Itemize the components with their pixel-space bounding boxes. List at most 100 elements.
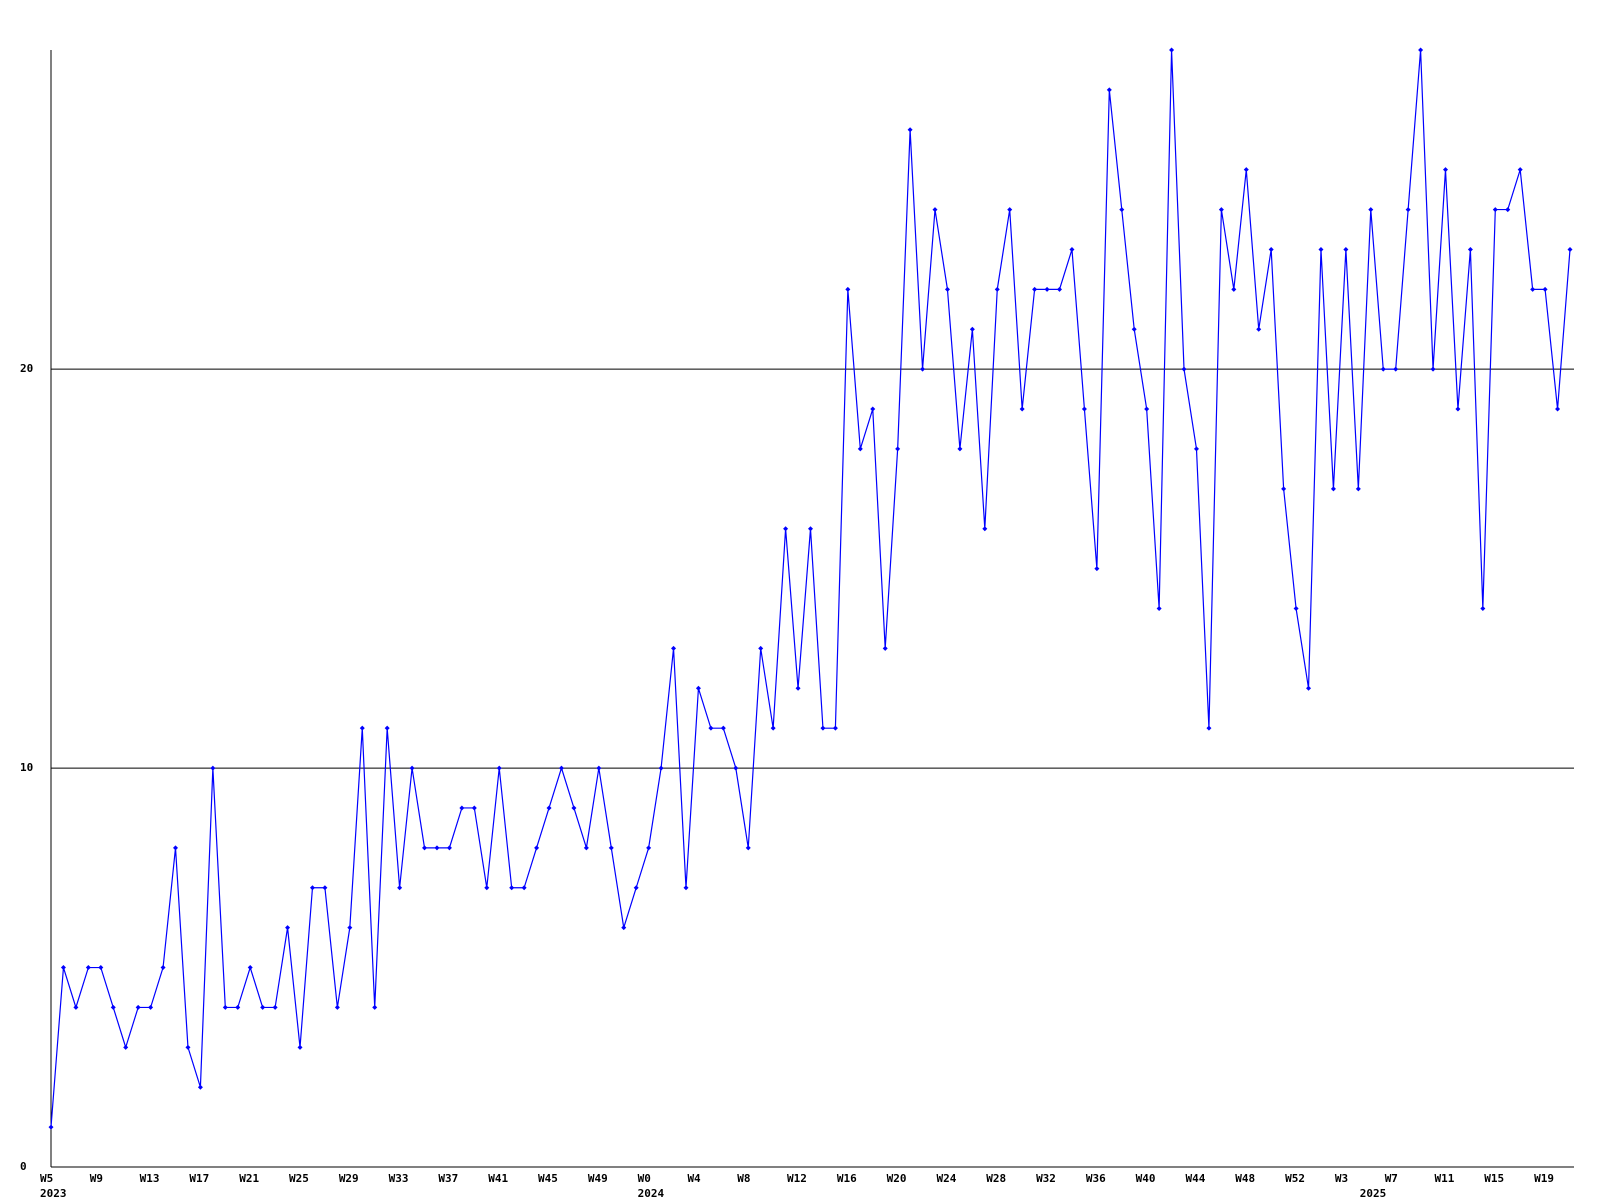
data-point — [920, 366, 926, 372]
data-point — [895, 446, 901, 452]
data-point — [459, 805, 465, 811]
data-point — [1181, 366, 1187, 372]
data-point — [994, 286, 1000, 292]
x-tick-label: W52 — [1285, 1172, 1305, 1185]
data-point — [173, 845, 179, 851]
x-tick-label: W7 — [1385, 1172, 1398, 1185]
data-point — [1368, 207, 1374, 213]
x-year-label: 2025 — [1360, 1187, 1387, 1200]
data-point — [1542, 286, 1548, 292]
data-point — [210, 765, 216, 771]
x-tick-label: W8 — [737, 1172, 750, 1185]
x-tick-label: W37 — [438, 1172, 458, 1185]
data-point — [1256, 326, 1262, 332]
data-point — [334, 1004, 340, 1010]
data-point — [571, 805, 577, 811]
data-point — [1393, 366, 1399, 372]
data-point — [409, 765, 415, 771]
data-point — [521, 885, 527, 891]
data-point — [907, 127, 913, 133]
data-point — [272, 1004, 278, 1010]
data-point — [135, 1004, 141, 1010]
data-point — [148, 1004, 154, 1010]
data-point — [795, 685, 801, 691]
x-tick-label: W5 — [40, 1172, 53, 1185]
data-point — [509, 885, 515, 891]
data-point — [1206, 725, 1212, 731]
data-point — [1169, 47, 1175, 53]
x-tick-label: W3 — [1335, 1172, 1348, 1185]
data-point — [1081, 406, 1087, 412]
data-point — [546, 805, 552, 811]
data-point — [1355, 486, 1361, 492]
data-point — [160, 965, 166, 971]
data-point — [534, 845, 540, 851]
data-point — [1380, 366, 1386, 372]
x-tick-label: W4 — [687, 1172, 701, 1185]
data-point — [1094, 566, 1100, 572]
data-point — [247, 965, 253, 971]
x-tick-label: W12 — [787, 1172, 807, 1185]
data-point — [770, 725, 776, 731]
data-point — [1318, 246, 1324, 252]
data-point — [347, 925, 353, 931]
data-point — [1218, 207, 1224, 213]
x-tick-label: W40 — [1136, 1172, 1156, 1185]
data-point — [384, 725, 390, 731]
data-point — [783, 526, 789, 532]
x-tick-label: W11 — [1434, 1172, 1454, 1185]
x-tick-label: W13 — [140, 1172, 160, 1185]
data-point — [596, 765, 602, 771]
data-point — [359, 725, 365, 731]
x-tick-label: W28 — [986, 1172, 1006, 1185]
data-point — [870, 406, 876, 412]
data-point — [322, 885, 328, 891]
series-line — [50, 49, 1571, 1128]
data-point — [446, 845, 452, 851]
data-point — [222, 1004, 228, 1010]
x-tick-label: W0 — [638, 1172, 651, 1185]
data-point — [957, 446, 963, 452]
x-tick-label: W36 — [1086, 1172, 1106, 1185]
data-point — [1131, 326, 1137, 332]
data-point — [422, 845, 428, 851]
data-point — [1156, 606, 1162, 611]
y-tick-label: 10 — [20, 761, 33, 774]
x-tick-label: W33 — [389, 1172, 409, 1185]
data-point — [1480, 606, 1486, 611]
data-point — [48, 1124, 54, 1130]
data-point — [1144, 406, 1150, 412]
data-point — [397, 885, 403, 891]
data-point — [1231, 286, 1237, 292]
data-point — [1019, 406, 1025, 412]
data-point — [197, 1084, 203, 1090]
data-point — [982, 526, 988, 532]
x-tick-label: W21 — [239, 1172, 259, 1185]
data-point — [720, 725, 726, 731]
data-point — [1530, 286, 1536, 292]
data-point — [646, 845, 652, 851]
data-point — [733, 765, 739, 771]
data-point — [1418, 47, 1424, 53]
data-point — [882, 645, 888, 651]
data-point — [285, 925, 291, 931]
data-point — [1281, 486, 1287, 492]
data-point — [1343, 246, 1349, 252]
data-point — [1405, 207, 1411, 213]
data-point — [932, 207, 938, 213]
x-tick-label: W24 — [936, 1172, 956, 1185]
data-point — [1044, 286, 1050, 292]
x-tick-label: W41 — [488, 1172, 508, 1185]
data-point — [1069, 246, 1075, 252]
x-tick-label: W20 — [887, 1172, 907, 1185]
x-tick-label: W15 — [1484, 1172, 1504, 1185]
data-point — [808, 526, 813, 532]
data-point — [583, 845, 589, 851]
data-point — [683, 885, 689, 891]
data-point — [1330, 486, 1336, 492]
data-point — [85, 965, 91, 971]
data-point — [1467, 246, 1473, 252]
x-tick-label: W29 — [339, 1172, 359, 1185]
data-point — [235, 1004, 241, 1010]
data-point — [608, 845, 614, 851]
